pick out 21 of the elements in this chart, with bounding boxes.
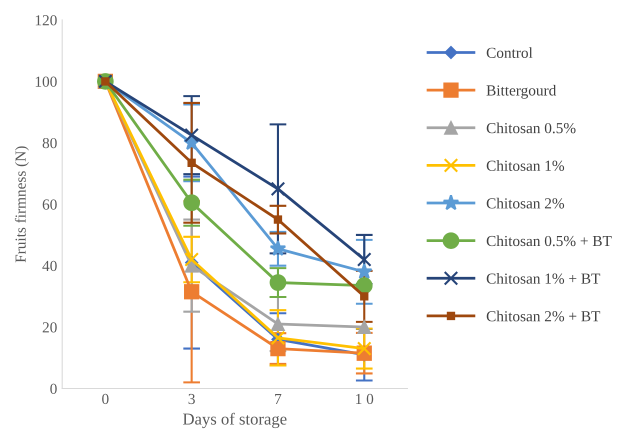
x-tick-label: 1 0 <box>356 394 374 404</box>
y-tick-label: 100 <box>36 76 57 87</box>
x-axis-title: Days of storage <box>182 412 287 428</box>
legend-label: Chitosan 0.5% <box>486 122 576 134</box>
y-tick-label: 40 <box>42 260 57 272</box>
y-tick-label: 20 <box>42 322 57 333</box>
y-tick-label: 60 <box>42 199 57 210</box>
legend-label: Chitosan 1% <box>486 160 564 171</box>
y-tick-label: 0 <box>50 384 57 394</box>
x-tick-label: 3 <box>188 394 195 404</box>
legend-label: Chitosan 0.5% + BT <box>486 235 612 246</box>
legend-label: Control <box>486 47 532 58</box>
y-tick-label: 80 <box>42 138 57 148</box>
y-axis-title: Fruits firmness (N) <box>14 146 29 262</box>
legend-label: Bittergourd <box>486 84 556 99</box>
y-tick-label: 120 <box>36 15 57 26</box>
legend-label: Chitosan 1% + BT <box>486 273 600 284</box>
legend-label: Chitosan 2% + BT <box>486 310 600 322</box>
x-tick-label: 0 <box>102 394 109 404</box>
x-tick-label: 7 <box>275 394 282 404</box>
legend-label: Chitosan 2% <box>486 198 564 209</box>
